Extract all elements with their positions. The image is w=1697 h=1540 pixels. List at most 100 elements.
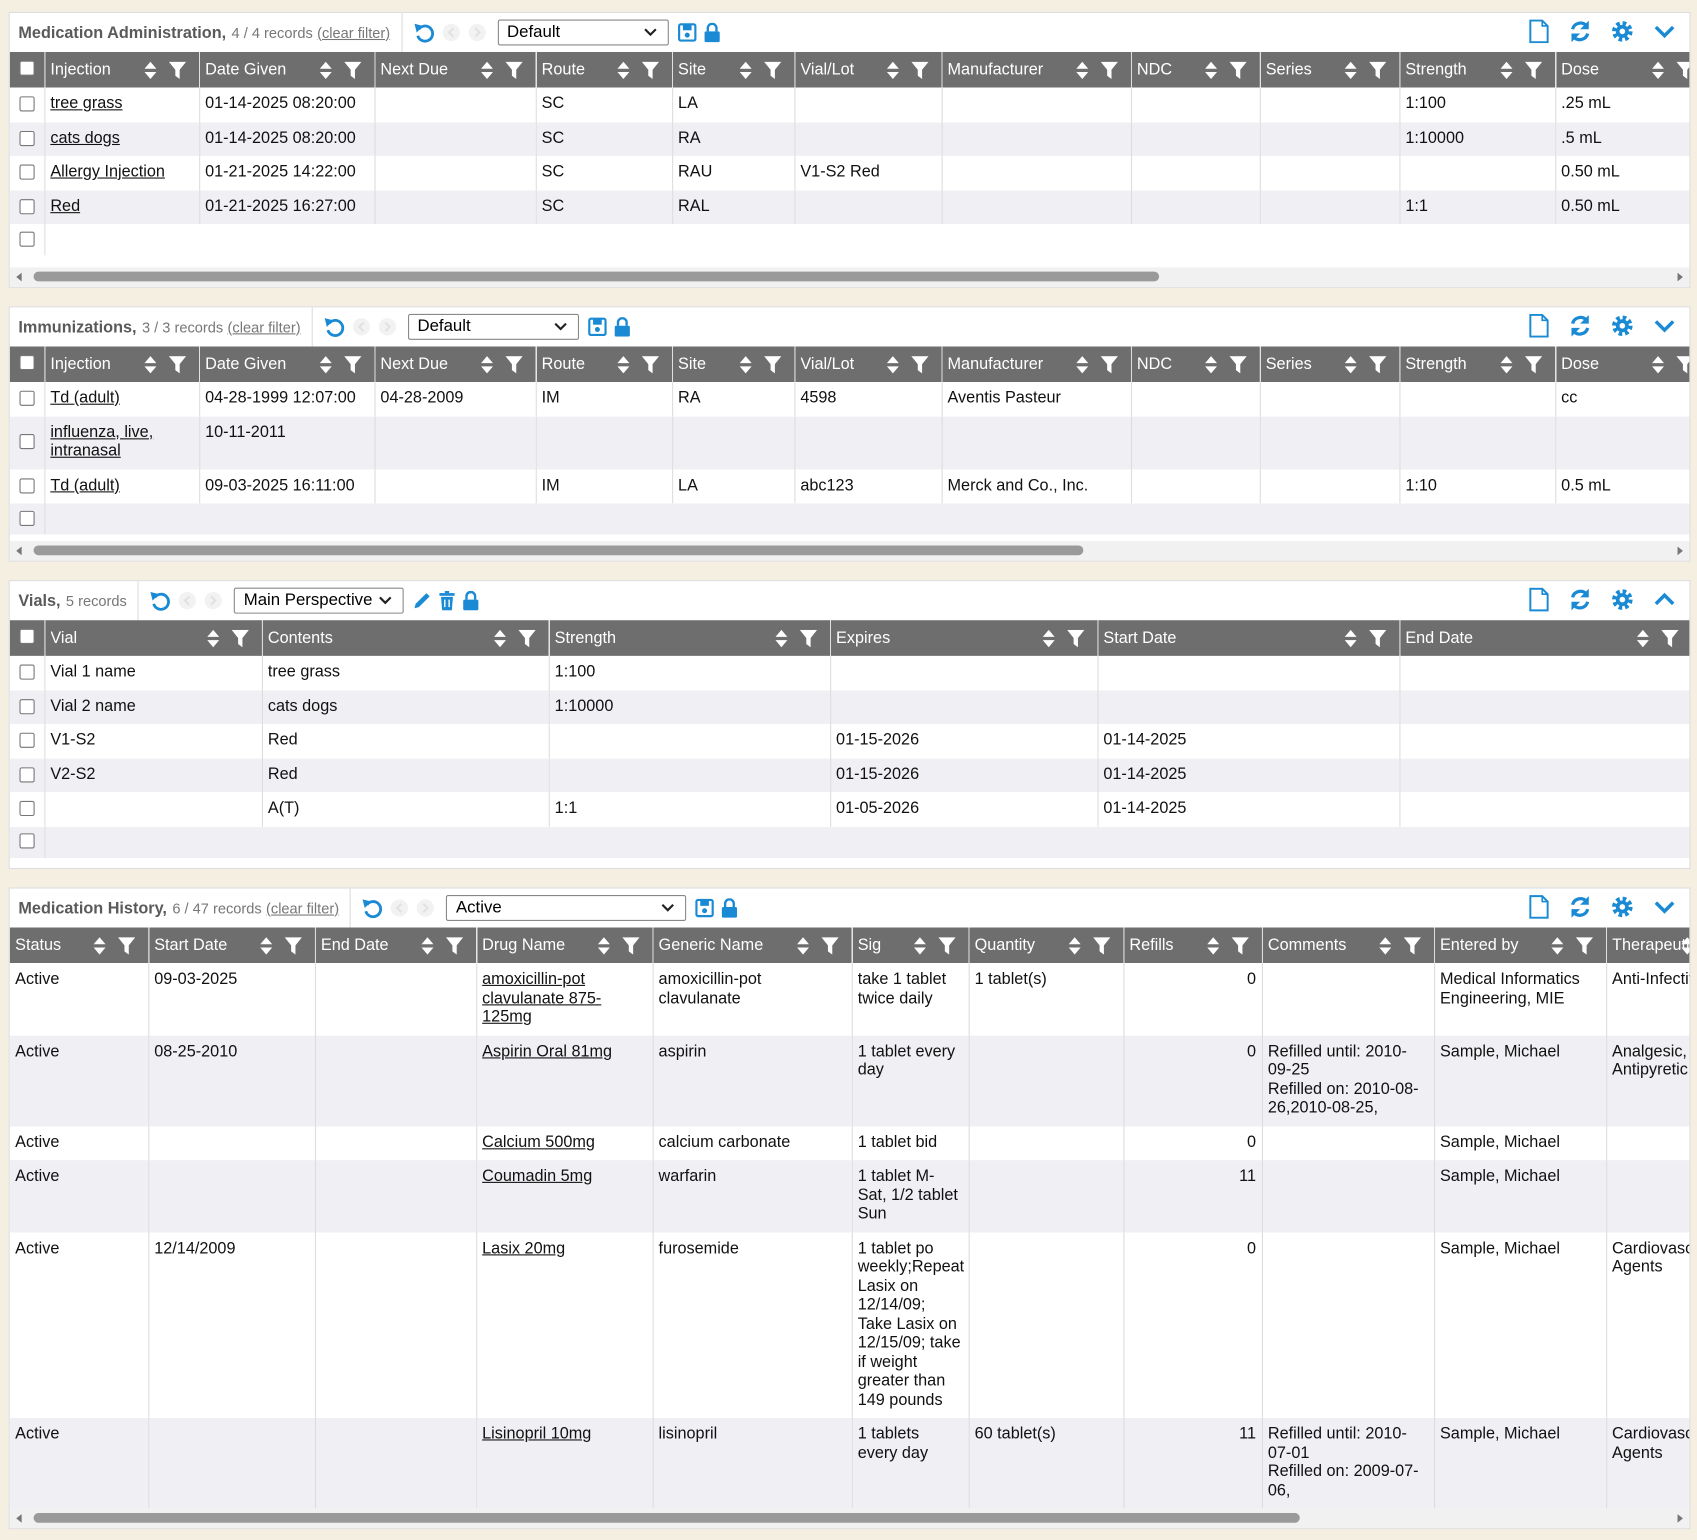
filter-icon[interactable]: [445, 937, 462, 954]
checkbox[interactable]: [19, 165, 34, 180]
sort-icon[interactable]: [1344, 62, 1357, 79]
filter-icon[interactable]: [938, 937, 955, 954]
column-header[interactable]: Next Due: [374, 52, 535, 88]
row-select[interactable]: [10, 224, 45, 255]
column-header[interactable]: End Date: [315, 928, 476, 964]
doc-button[interactable]: [1528, 19, 1550, 43]
sort-icon[interactable]: [1344, 356, 1357, 373]
column-header[interactable]: Dose: [1555, 52, 1689, 88]
scroll-right[interactable]: [1675, 541, 1686, 560]
select-all[interactable]: [10, 52, 45, 88]
horizontal-scrollbar[interactable]: [10, 267, 1690, 286]
sort-icon[interactable]: [420, 937, 433, 954]
filter-icon[interactable]: [505, 356, 522, 373]
filter-icon[interactable]: [764, 356, 781, 373]
scroll-left[interactable]: [13, 267, 24, 286]
sort-icon[interactable]: [493, 630, 506, 647]
column-header[interactable]: Manufacturer: [942, 52, 1131, 88]
filter-icon[interactable]: [1100, 356, 1117, 373]
sort-icon[interactable]: [1042, 630, 1055, 647]
sort-icon[interactable]: [319, 356, 332, 373]
filter-icon[interactable]: [518, 630, 535, 647]
sort-icon[interactable]: [1651, 62, 1664, 79]
sort-icon[interactable]: [143, 62, 156, 79]
row-select[interactable]: [10, 156, 45, 190]
select-all[interactable]: [10, 620, 45, 656]
view-select[interactable]: Main Perspective: [234, 588, 404, 614]
clear-filter-link[interactable]: (clear filter): [228, 319, 301, 335]
filter-icon[interactable]: [1100, 62, 1117, 79]
row-select[interactable]: [10, 656, 45, 690]
sort-icon[interactable]: [206, 630, 219, 647]
column-header[interactable]: Quantity: [969, 928, 1124, 964]
gear-button[interactable]: [1610, 895, 1634, 919]
checkbox[interactable]: [19, 231, 34, 246]
column-header[interactable]: Route: [536, 346, 672, 382]
column-header[interactable]: Vial/Lot: [794, 52, 941, 88]
filter-icon[interactable]: [168, 62, 185, 79]
filter-icon[interactable]: [1369, 356, 1386, 373]
sort-icon[interactable]: [1206, 937, 1219, 954]
checkbox[interactable]: [19, 478, 34, 493]
filter-icon[interactable]: [911, 356, 928, 373]
sort-icon[interactable]: [1651, 356, 1664, 373]
column-header[interactable]: Injection: [44, 52, 199, 88]
column-header[interactable]: Date Given: [199, 52, 374, 88]
view-select[interactable]: Default: [497, 19, 668, 45]
column-header[interactable]: Strength: [549, 620, 830, 656]
column-header[interactable]: Start Date: [1097, 620, 1399, 656]
trash-button[interactable]: [439, 591, 456, 610]
filter-icon[interactable]: [1524, 356, 1541, 373]
filter-icon[interactable]: [641, 62, 658, 79]
sort-icon[interactable]: [1680, 937, 1689, 954]
column-header[interactable]: Refills: [1123, 928, 1262, 964]
filter-icon[interactable]: [1676, 356, 1690, 373]
scroll-right[interactable]: [1675, 1509, 1686, 1528]
filter-icon[interactable]: [1369, 630, 1386, 647]
row-select[interactable]: [10, 826, 45, 857]
filter-icon[interactable]: [344, 356, 361, 373]
down-button[interactable]: [1653, 895, 1677, 919]
select-all[interactable]: [10, 346, 45, 382]
column-header[interactable]: Generic Name: [653, 928, 852, 964]
filter-icon[interactable]: [344, 62, 361, 79]
clear-filter-link[interactable]: (clear filter): [266, 900, 339, 916]
undo-button[interactable]: [362, 897, 384, 919]
checkbox[interactable]: [19, 96, 34, 111]
record-link[interactable]: cats dogs: [50, 128, 120, 146]
row-select[interactable]: [10, 792, 45, 826]
sort-icon[interactable]: [319, 62, 332, 79]
checkbox[interactable]: [19, 628, 34, 643]
sort-icon[interactable]: [886, 62, 899, 79]
column-header[interactable]: Site: [672, 346, 794, 382]
column-header[interactable]: Sig: [852, 928, 969, 964]
doc-button[interactable]: [1528, 588, 1550, 612]
save-button[interactable]: [695, 898, 714, 917]
filter-icon[interactable]: [821, 937, 838, 954]
filter-icon[interactable]: [1229, 62, 1246, 79]
row-select[interactable]: [10, 724, 45, 758]
filter-icon[interactable]: [622, 937, 639, 954]
column-header[interactable]: Entered by: [1434, 928, 1606, 964]
checkbox[interactable]: [19, 60, 34, 75]
sort-icon[interactable]: [1068, 937, 1081, 954]
horizontal-scrollbar[interactable]: [10, 1509, 1690, 1528]
column-header[interactable]: NDC: [1131, 346, 1260, 382]
scroll-thumb[interactable]: [34, 545, 1084, 555]
column-header[interactable]: Comments: [1262, 928, 1434, 964]
filter-icon[interactable]: [1093, 937, 1110, 954]
checkbox[interactable]: [19, 511, 34, 526]
record-link[interactable]: Lasix 20mg: [482, 1239, 565, 1257]
record-link[interactable]: Td (adult): [50, 476, 119, 494]
sort-icon[interactable]: [1204, 356, 1217, 373]
refresh-button[interactable]: [1568, 19, 1592, 43]
record-link[interactable]: tree grass: [50, 94, 122, 112]
filter-icon[interactable]: [168, 356, 185, 373]
column-header[interactable]: Strength: [1399, 346, 1555, 382]
column-header[interactable]: Expires: [830, 620, 1097, 656]
scroll-thumb[interactable]: [34, 1513, 1300, 1523]
filter-icon[interactable]: [764, 62, 781, 79]
column-header[interactable]: Injection: [44, 346, 199, 382]
sort-icon[interactable]: [480, 62, 493, 79]
checkbox[interactable]: [19, 391, 34, 406]
